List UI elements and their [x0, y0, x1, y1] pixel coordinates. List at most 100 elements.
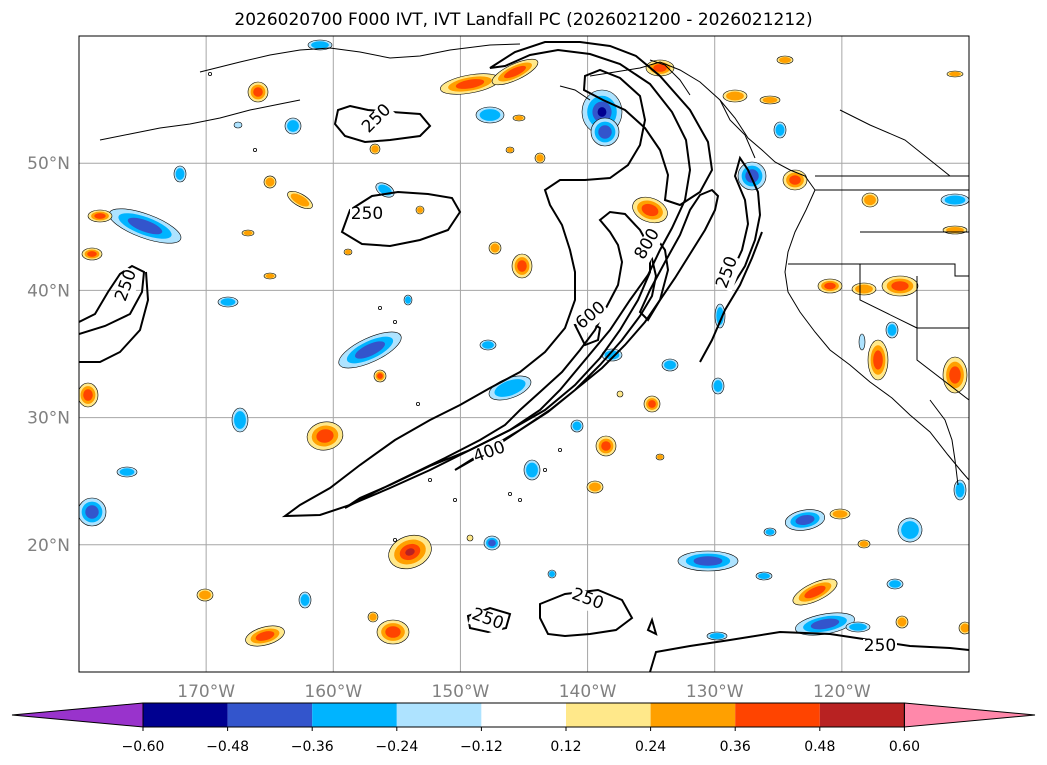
ivt-shading-cell	[536, 154, 544, 162]
island	[543, 467, 548, 472]
island	[452, 497, 457, 502]
ivt-shading-cell	[762, 97, 778, 103]
colorbar-segment	[227, 703, 313, 727]
ivt-shading-cell	[832, 510, 848, 518]
ivt-shading-cell	[371, 145, 379, 153]
ivt-shading-cell	[119, 468, 135, 476]
ivt-shading-cell	[377, 373, 383, 379]
coastline	[839, 109, 951, 177]
ivt-shading-cell	[504, 65, 526, 79]
colorbar-tick-label: 0.12	[550, 739, 581, 755]
ivt-shading-cell	[234, 411, 246, 429]
coastline	[649, 59, 691, 96]
ivt-shading-cell	[601, 441, 611, 451]
ivt-contour	[729, 155, 762, 291]
ivt-shading-cell	[789, 175, 801, 185]
ivt-shading-cell	[758, 573, 770, 579]
coastline	[719, 99, 756, 159]
colorbar-tick-label: −0.24	[375, 739, 418, 755]
ivt-shading-cell	[889, 580, 901, 588]
ivt-shading-cell	[891, 281, 909, 291]
contour-label: 250	[358, 100, 395, 137]
longitude-labels: 170°W 160°W 150°W 140°W 130°W 120°W	[177, 682, 871, 702]
ivt-shading-cell	[311, 41, 329, 49]
island	[252, 147, 257, 152]
ivt-shading-cell	[253, 87, 263, 97]
ivt-shading-cell	[494, 379, 526, 397]
ivt-shading-cell	[287, 120, 299, 132]
ivt-shading-cell	[94, 213, 106, 219]
ivt-shading-cell	[858, 333, 866, 351]
ivt-shading-cell	[87, 251, 97, 257]
colorbar-segment	[650, 703, 736, 727]
island	[207, 72, 212, 77]
map-frame	[78, 35, 970, 673]
ivt-shading-cell	[810, 618, 840, 630]
contour-label: 250	[864, 636, 896, 656]
colorbar-segment	[143, 703, 228, 727]
ivt-shading-cell	[653, 64, 667, 72]
ivt-contour	[539, 588, 634, 638]
ivt-shading-cell	[85, 505, 99, 519]
ivt-shading-cell	[514, 115, 524, 121]
ivt-shading-cell	[549, 571, 555, 577]
ivt-shading-cell	[664, 360, 676, 370]
ivt-shading-cell	[417, 207, 423, 213]
colorbar-tick-label: 0.24	[635, 739, 666, 755]
gridlines	[79, 36, 969, 672]
ivt-shading-cell	[859, 541, 869, 547]
colorbar-tick-label: −0.36	[291, 739, 334, 755]
ivt-shading-cell	[709, 633, 725, 639]
colorbar-frame	[142, 702, 905, 728]
lon-label: 160°W	[304, 682, 362, 702]
ivt-shading-cell	[795, 514, 815, 526]
ivt-shading-cell	[864, 194, 876, 206]
contour-label: 250	[351, 204, 383, 224]
ivt-shading-cell	[641, 203, 659, 217]
ivt-shading-cell	[946, 227, 964, 233]
ivt-shading-cell	[604, 350, 620, 360]
colorbar: −0.60 −0.48 −0.36 −0.24 −0.12 0.12 0.24 0.36 0.4…	[11, 702, 1036, 755]
ivt-shading-cell	[949, 71, 961, 77]
island	[507, 491, 512, 496]
ivt-shading-cell	[775, 124, 785, 136]
ivt-shading-cell	[713, 380, 723, 392]
island	[392, 319, 397, 324]
ivt-shading-cell	[488, 539, 496, 547]
ivt-shading-cell	[526, 462, 538, 478]
coastline	[199, 43, 521, 73]
ivt-contour	[79, 271, 150, 363]
ivt-shading-cell	[517, 260, 527, 272]
ivt-shading-cell	[873, 350, 883, 370]
contour-label: 250	[111, 267, 141, 304]
coastline	[589, 61, 969, 481]
ivt-contour	[79, 264, 146, 335]
colorbar-segment	[819, 703, 905, 727]
ivt-shading-cell	[369, 613, 377, 621]
colorbar-segment	[735, 703, 820, 727]
ivt-shading-cell	[716, 307, 724, 325]
ivt-contour	[646, 616, 658, 636]
ivt-shading-cell	[243, 230, 253, 236]
ivt-shading-cell	[83, 389, 93, 401]
ivt-shading-cell	[598, 125, 612, 139]
ivt-shading-cell	[175, 168, 185, 180]
ivt-shading-cell	[490, 243, 500, 253]
ivt-shading-cell	[199, 590, 211, 600]
ivt-shading-cell	[479, 109, 501, 121]
ivt-contour	[340, 190, 462, 248]
ivt-shading-cell	[355, 341, 385, 359]
map-title: 2026020700 F000 IVT, IVT Landfall PC (20…	[234, 10, 813, 30]
ivt-shading-cell	[960, 623, 969, 633]
ivt-shading-cell	[482, 341, 494, 349]
ivt-shading-cell	[726, 91, 744, 101]
ivt-shading-cell	[901, 521, 919, 539]
contour-label: 250	[712, 254, 742, 291]
ivt-shading	[79, 39, 969, 647]
ivt-shading-cell	[657, 454, 663, 460]
island	[427, 477, 432, 482]
colorbar-tick-label: 0.60	[889, 739, 920, 755]
ivt-shading-cell	[589, 482, 601, 492]
ivt-shading-cell	[265, 177, 275, 187]
